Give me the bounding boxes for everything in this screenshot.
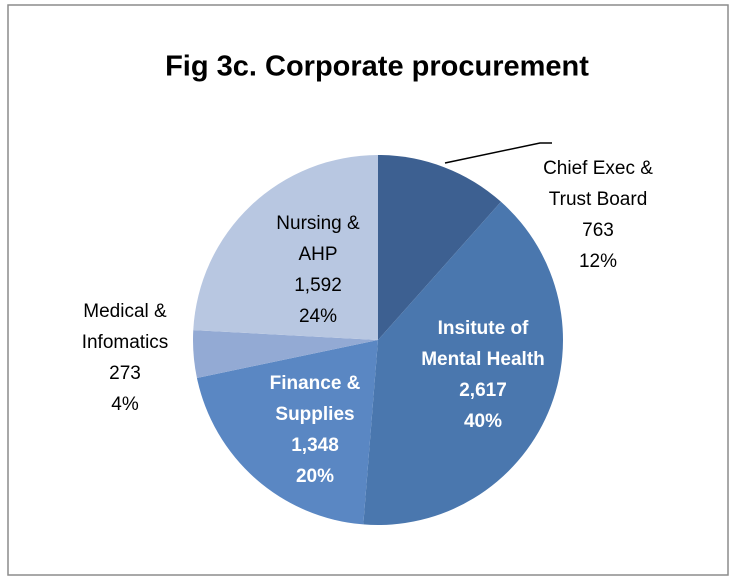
value-label: 763 <box>582 220 614 241</box>
pie-slice <box>363 201 563 525</box>
category-label: Nursing & AHP <box>276 213 360 265</box>
pie-slice <box>378 155 501 340</box>
percent-label: 4% <box>111 394 139 415</box>
percent-label: 24% <box>298 306 338 327</box>
category-label: Medical & Infomatics <box>81 301 169 353</box>
chart-title: Fig 3c. Corporate procurement <box>165 51 589 83</box>
pie-slice <box>193 330 378 378</box>
slice-label: Nursing & AHP 1,592 24% <box>266 208 371 332</box>
category-label: Chief Exec & Trust Board <box>543 158 653 210</box>
slice-label: Chief Exec & Trust Board 763 12% <box>543 153 653 277</box>
slice-label: Finance & Supplies 1,348 20% <box>258 368 373 492</box>
value-label: 1,592 <box>294 275 342 296</box>
pie-slice <box>193 155 378 340</box>
category-label: Finance & Supplies <box>269 373 361 425</box>
percent-label: 12% <box>578 251 618 272</box>
leader-line <box>444 142 552 164</box>
value-label: 273 <box>109 363 141 384</box>
value-label: 2,617 <box>459 380 507 401</box>
slice-label: Insitute of Mental Health 2,617 40% <box>421 313 546 437</box>
percent-label: 20% <box>295 466 335 487</box>
pie-slice <box>196 340 378 525</box>
slice-label: Medical & Infomatics 273 4% <box>65 296 185 420</box>
percent-label: 40% <box>463 411 503 432</box>
value-label: 1,348 <box>291 435 339 456</box>
category-label: Insitute of Mental Health <box>421 318 545 370</box>
